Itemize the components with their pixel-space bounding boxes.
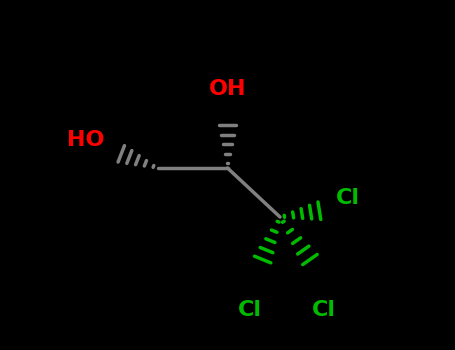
Text: Cl: Cl (238, 300, 262, 320)
Text: Cl: Cl (312, 300, 336, 320)
Text: Cl: Cl (336, 188, 360, 208)
Text: OH: OH (209, 79, 246, 99)
Text: HO: HO (67, 130, 105, 150)
